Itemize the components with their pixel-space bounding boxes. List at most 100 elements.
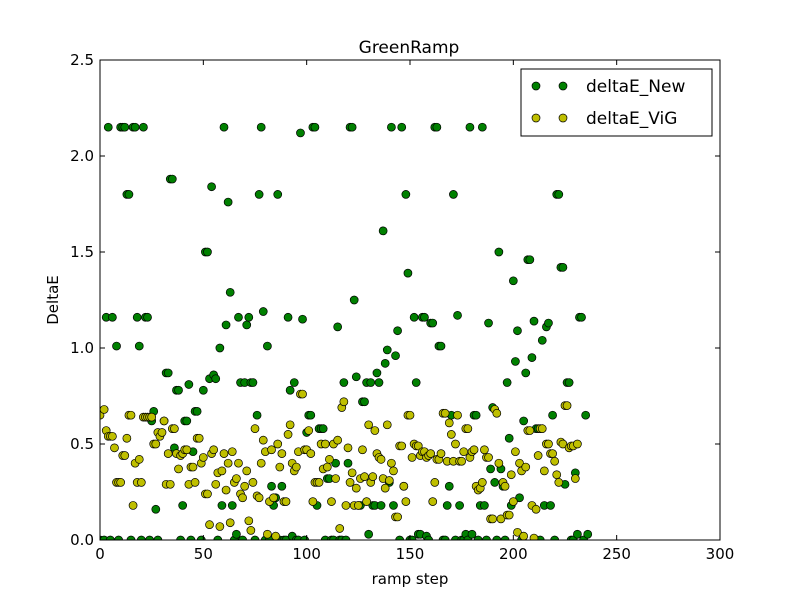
point-deltaE_ViG bbox=[457, 456, 467, 466]
point-deltaE_ViG bbox=[234, 458, 243, 468]
point-deltaE_New bbox=[139, 122, 148, 132]
point-deltaE_ViG bbox=[384, 476, 394, 485]
point-deltaE_ViG bbox=[242, 466, 252, 476]
point-deltaE_New bbox=[360, 397, 369, 407]
point-deltaE_ViG bbox=[552, 470, 562, 480]
point-deltaE_ViG bbox=[544, 439, 553, 449]
point-deltaE_New bbox=[296, 128, 305, 138]
legend-label-deltaE-ViG: deltaE_ViG bbox=[586, 109, 677, 129]
point-deltaE_New bbox=[178, 501, 188, 510]
y-tick-label: 1.5 bbox=[70, 243, 94, 261]
point-deltaE_New bbox=[389, 501, 398, 510]
point-deltaE_New bbox=[372, 368, 382, 378]
legend-marker-deltaE-ViG-1 bbox=[531, 113, 541, 123]
point-deltaE_ViG bbox=[573, 439, 582, 449]
point-deltaE_ViG bbox=[250, 424, 260, 433]
point-deltaE_New bbox=[492, 535, 502, 540]
point-deltaE_ViG bbox=[205, 520, 214, 529]
point-deltaE_New bbox=[306, 410, 316, 420]
point-deltaE_New bbox=[163, 368, 173, 378]
point-deltaE_ViG bbox=[444, 418, 454, 428]
point-deltaE_New bbox=[397, 122, 407, 132]
point-deltaE_New bbox=[436, 341, 446, 351]
point-deltaE_New bbox=[215, 343, 225, 353]
point-deltaE_New bbox=[364, 529, 374, 539]
point-deltaE_New bbox=[351, 372, 361, 382]
point-deltaE_New bbox=[477, 122, 487, 132]
point-deltaE_New bbox=[182, 416, 192, 426]
point-deltaE_ViG bbox=[537, 424, 547, 433]
point-deltaE_ViG bbox=[238, 493, 247, 503]
point-deltaE_New bbox=[145, 535, 154, 540]
point-deltaE_ViG bbox=[446, 430, 456, 439]
x-tick-label: 300 bbox=[706, 545, 735, 563]
point-deltaE_ViG bbox=[267, 445, 276, 455]
point-deltaE_ViG bbox=[494, 458, 504, 468]
point-deltaE_ViG bbox=[370, 426, 380, 435]
point-deltaE_New bbox=[198, 385, 208, 395]
point-deltaE_New bbox=[167, 174, 177, 184]
point-deltaE_New bbox=[339, 378, 349, 387]
point-deltaE_New bbox=[103, 122, 113, 132]
point-deltaE_ViG bbox=[298, 389, 307, 399]
point-deltaE_ViG bbox=[393, 512, 402, 522]
point-deltaE_New bbox=[254, 190, 264, 199]
point-deltaE_New bbox=[130, 122, 140, 132]
point-deltaE_ViG bbox=[254, 493, 264, 503]
point-deltaE_ViG bbox=[459, 447, 469, 457]
point-deltaE_ViG bbox=[362, 497, 371, 506]
point-deltaE_New bbox=[482, 535, 491, 540]
point-deltaE_ViG bbox=[308, 497, 318, 506]
point-deltaE_ViG bbox=[182, 445, 192, 455]
point-deltaE_ViG bbox=[558, 439, 568, 449]
point-deltaE_New bbox=[393, 326, 402, 336]
point-deltaE_ViG bbox=[504, 510, 514, 520]
point-deltaE_New bbox=[349, 295, 359, 305]
point-deltaE_ViG bbox=[533, 451, 543, 460]
point-deltaE_New bbox=[467, 529, 477, 539]
point-deltaE_ViG bbox=[223, 458, 233, 468]
point-deltaE_ViG bbox=[347, 468, 357, 478]
x-tick-label: 200 bbox=[499, 545, 528, 563]
point-deltaE_ViG bbox=[496, 514, 506, 524]
point-deltaE_New bbox=[490, 478, 500, 487]
point-deltaE_ViG bbox=[194, 433, 204, 443]
point-deltaE_ViG bbox=[314, 478, 324, 487]
point-deltaE_New bbox=[374, 378, 384, 387]
point-deltaE_ViG bbox=[426, 449, 436, 458]
point-deltaE_ViG bbox=[513, 527, 522, 537]
chart-title: GreenRamp bbox=[359, 38, 460, 58]
point-deltaE_New bbox=[256, 122, 266, 132]
point-deltaE_New bbox=[112, 341, 121, 351]
point-deltaE_New bbox=[519, 416, 529, 426]
y-tick-label: 1.0 bbox=[70, 339, 94, 357]
point-deltaE_New bbox=[250, 535, 260, 540]
point-deltaE_ViG bbox=[387, 458, 396, 468]
y-axis-label: DeltaE bbox=[44, 275, 62, 325]
point-deltaE_New bbox=[486, 464, 495, 474]
point-deltaE_ViG bbox=[508, 497, 518, 506]
point-deltaE_ViG bbox=[570, 474, 580, 483]
point-deltaE_ViG bbox=[539, 466, 549, 476]
point-deltaE_New bbox=[378, 226, 388, 236]
series-deltaE_New bbox=[100, 122, 593, 540]
point-deltaE_ViG bbox=[345, 478, 355, 487]
point-deltaE_ViG bbox=[341, 501, 351, 510]
point-deltaE_ViG bbox=[401, 497, 411, 506]
point-deltaE_New bbox=[331, 458, 340, 468]
point-deltaE_ViG bbox=[548, 449, 557, 458]
point-deltaE_ViG bbox=[147, 412, 157, 422]
point-deltaE_ViG bbox=[436, 449, 446, 458]
point-deltaE_New bbox=[232, 529, 241, 539]
point-deltaE_ViG bbox=[382, 420, 392, 430]
point-deltaE_ViG bbox=[519, 531, 529, 540]
point-deltaE_New bbox=[223, 197, 233, 207]
point-deltaE_New bbox=[420, 312, 429, 322]
point-deltaE_New bbox=[252, 410, 262, 420]
legend-marker-deltaE-New-1 bbox=[531, 81, 541, 91]
point-deltaE_New bbox=[525, 255, 535, 265]
point-deltaE_ViG bbox=[122, 433, 132, 443]
point-deltaE_New bbox=[511, 357, 520, 366]
point-deltaE_ViG bbox=[120, 451, 130, 460]
legend-label-deltaE-New: deltaE_New bbox=[586, 77, 685, 97]
